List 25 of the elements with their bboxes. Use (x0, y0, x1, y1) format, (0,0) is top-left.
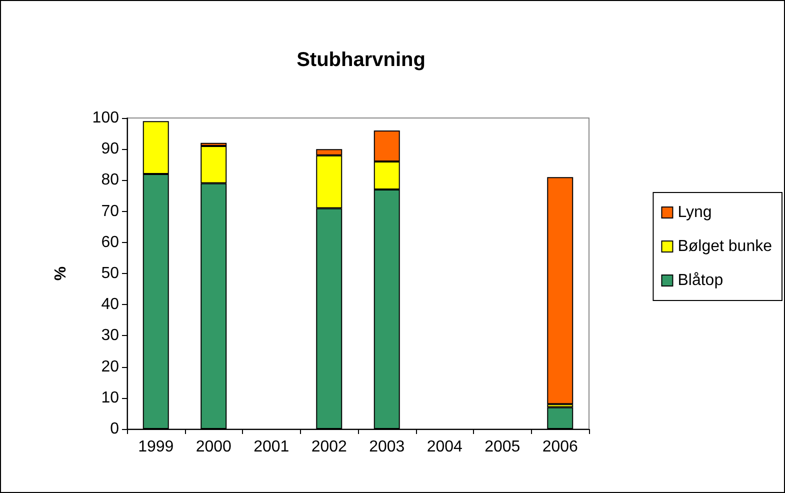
legend-label: Blåtop (678, 272, 724, 289)
chart-title: Stubharvning (296, 49, 426, 71)
x-tick-label: 2005 (484, 438, 520, 456)
y-tick-label: 30 (101, 327, 120, 344)
y-axis-title: % (52, 266, 70, 281)
x-tick-label: 2006 (542, 438, 578, 456)
y-tick-label: 10 (101, 389, 120, 406)
y-tick-label: 90 (101, 140, 120, 158)
x-tick-label: 1999 (138, 438, 174, 456)
legend-label: Bølget bunke (678, 238, 772, 255)
bar (547, 177, 574, 404)
y-tick-label: 20 (101, 358, 120, 376)
y-tick-label: 0 (110, 420, 120, 438)
y-tick-label: 50 (101, 265, 120, 282)
x-tick-label: 2004 (426, 438, 463, 456)
x-tick-label: 2002 (311, 438, 348, 456)
y-tick-label: 80 (101, 172, 120, 189)
y-tick-label: 100 (92, 110, 120, 126)
x-tick-label: 2000 (196, 438, 232, 456)
legend-label: Lyng (678, 204, 712, 221)
y-tick-label: 60 (101, 234, 120, 251)
x-tick-label: 2001 (254, 438, 290, 456)
x-tick-label: 2003 (369, 438, 405, 456)
y-tick-label: 70 (101, 202, 120, 220)
y-tick-label: 40 (101, 296, 120, 314)
